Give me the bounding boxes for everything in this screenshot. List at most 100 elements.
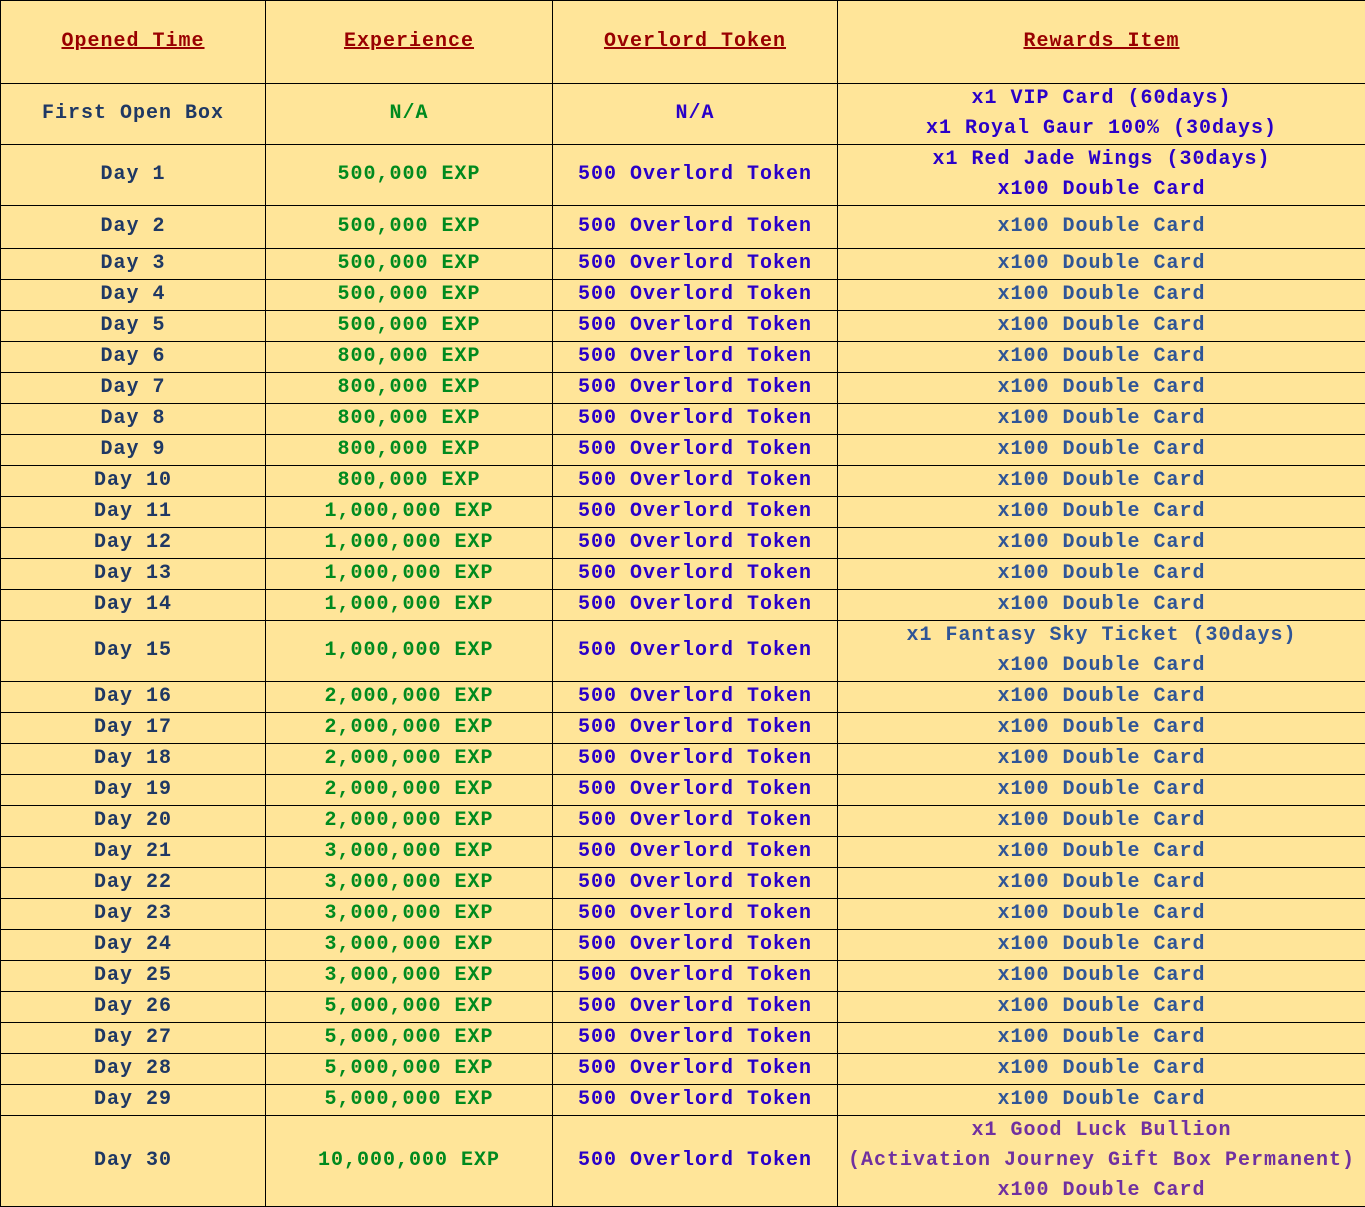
rewards-item-cell: x1 Fantasy Sky Ticket (30days)x100 Doubl… [838,621,1365,682]
overlord-token-cell: 500 Overlord Token [553,837,838,868]
experience-cell: 800,000 EXP [266,435,553,466]
opened-time-cell: Day 18 [1,744,266,775]
reward-line: x100 Double Card [838,528,1365,558]
rewards-item-cell: x100 Double Card [838,961,1365,992]
reward-line: x100 Double Card [838,868,1365,898]
experience-cell: 1,000,000 EXP [266,559,553,590]
reward-line: x100 Double Card [838,744,1365,774]
rewards-item-cell: x100 Double Card [838,775,1365,806]
reward-line: x100 Double Card [838,961,1365,991]
reward-line: x100 Double Card [838,1176,1365,1206]
experience-cell: 3,000,000 EXP [266,899,553,930]
experience-cell: 800,000 EXP [266,342,553,373]
opened-time-cell: Day 26 [1,992,266,1023]
experience-cell: 1,000,000 EXP [266,497,553,528]
reward-line: x100 Double Card [838,837,1365,867]
opened-time-cell: Day 16 [1,682,266,713]
overlord-token-cell: 500 Overlord Token [553,590,838,621]
rewards-item-cell: x100 Double Card [838,1023,1365,1054]
rewards-item-cell: x1 Good Luck Bullion(Activation Journey … [838,1116,1365,1207]
reward-line: x100 Double Card [838,249,1365,279]
header-overlord-token: Overlord Token [553,1,838,84]
overlord-token-cell: 500 Overlord Token [553,342,838,373]
opened-time-cell: Day 7 [1,373,266,404]
opened-time-cell: Day 20 [1,806,266,837]
experience-cell: 500,000 EXP [266,206,553,249]
opened-time-cell: Day 3 [1,249,266,280]
overlord-token-cell: 500 Overlord Token [553,806,838,837]
overlord-token-cell: 500 Overlord Token [553,559,838,590]
opened-time-cell: Day 12 [1,528,266,559]
reward-line: x100 Double Card [838,559,1365,589]
rewards-item-cell: x100 Double Card [838,528,1365,559]
header-experience: Experience [266,1,553,84]
rewards-item-cell: x100 Double Card [838,342,1365,373]
overlord-token-cell: 500 Overlord Token [553,930,838,961]
experience-cell: 5,000,000 EXP [266,992,553,1023]
opened-time-cell: Day 1 [1,145,266,206]
overlord-token-cell: 500 Overlord Token [553,744,838,775]
reward-line: x100 Double Card [838,1023,1365,1053]
opened-time-cell: Day 23 [1,899,266,930]
reward-line: x100 Double Card [838,404,1365,434]
opened-time-cell: Day 8 [1,404,266,435]
reward-line: x100 Double Card [838,466,1365,496]
opened-time-cell: Day 24 [1,930,266,961]
experience-cell: 1,000,000 EXP [266,590,553,621]
rewards-item-cell: x100 Double Card [838,1054,1365,1085]
reward-line: x100 Double Card [838,713,1365,743]
reward-line: x1 Good Luck Bullion [838,1116,1365,1146]
rewards-item-cell: x100 Double Card [838,404,1365,435]
overlord-token-cell: 500 Overlord Token [553,280,838,311]
reward-line: x100 Double Card [838,311,1365,341]
opened-time-cell: Day 30 [1,1116,266,1207]
rewards-item-cell: x100 Double Card [838,930,1365,961]
overlord-token-cell: 500 Overlord Token [553,145,838,206]
opened-time-cell: Day 28 [1,1054,266,1085]
reward-line: x100 Double Card [838,212,1365,242]
experience-cell: 2,000,000 EXP [266,775,553,806]
rewards-item-cell: x100 Double Card [838,899,1365,930]
overlord-token-cell: 500 Overlord Token [553,528,838,559]
reward-line: x100 Double Card [838,280,1365,310]
reward-line: x100 Double Card [838,175,1365,205]
rewards-item-cell: x100 Double Card [838,744,1365,775]
experience-cell: 800,000 EXP [266,373,553,404]
experience-cell: 5,000,000 EXP [266,1023,553,1054]
opened-time-cell: Day 27 [1,1023,266,1054]
overlord-token-cell: 500 Overlord Token [553,373,838,404]
opened-time-cell: First Open Box [1,84,266,145]
overlord-token-cell: 500 Overlord Token [553,404,838,435]
reward-line: x100 Double Card [838,806,1365,836]
reward-line: x1 VIP Card (60days) [838,84,1365,114]
opened-time-cell: Day 22 [1,868,266,899]
rewards-item-cell: x100 Double Card [838,280,1365,311]
overlord-token-cell: 500 Overlord Token [553,1116,838,1207]
experience-cell: 2,000,000 EXP [266,806,553,837]
rewards-item-cell: x100 Double Card [838,311,1365,342]
experience-cell: 1,000,000 EXP [266,528,553,559]
opened-time-cell: Day 5 [1,311,266,342]
experience-cell: 500,000 EXP [266,311,553,342]
rewards-item-cell: x100 Double Card [838,713,1365,744]
overlord-token-cell: 500 Overlord Token [553,206,838,249]
rewards-item-cell: x100 Double Card [838,249,1365,280]
opened-time-cell: Day 17 [1,713,266,744]
opened-time-cell: Day 25 [1,961,266,992]
experience-cell: 500,000 EXP [266,280,553,311]
